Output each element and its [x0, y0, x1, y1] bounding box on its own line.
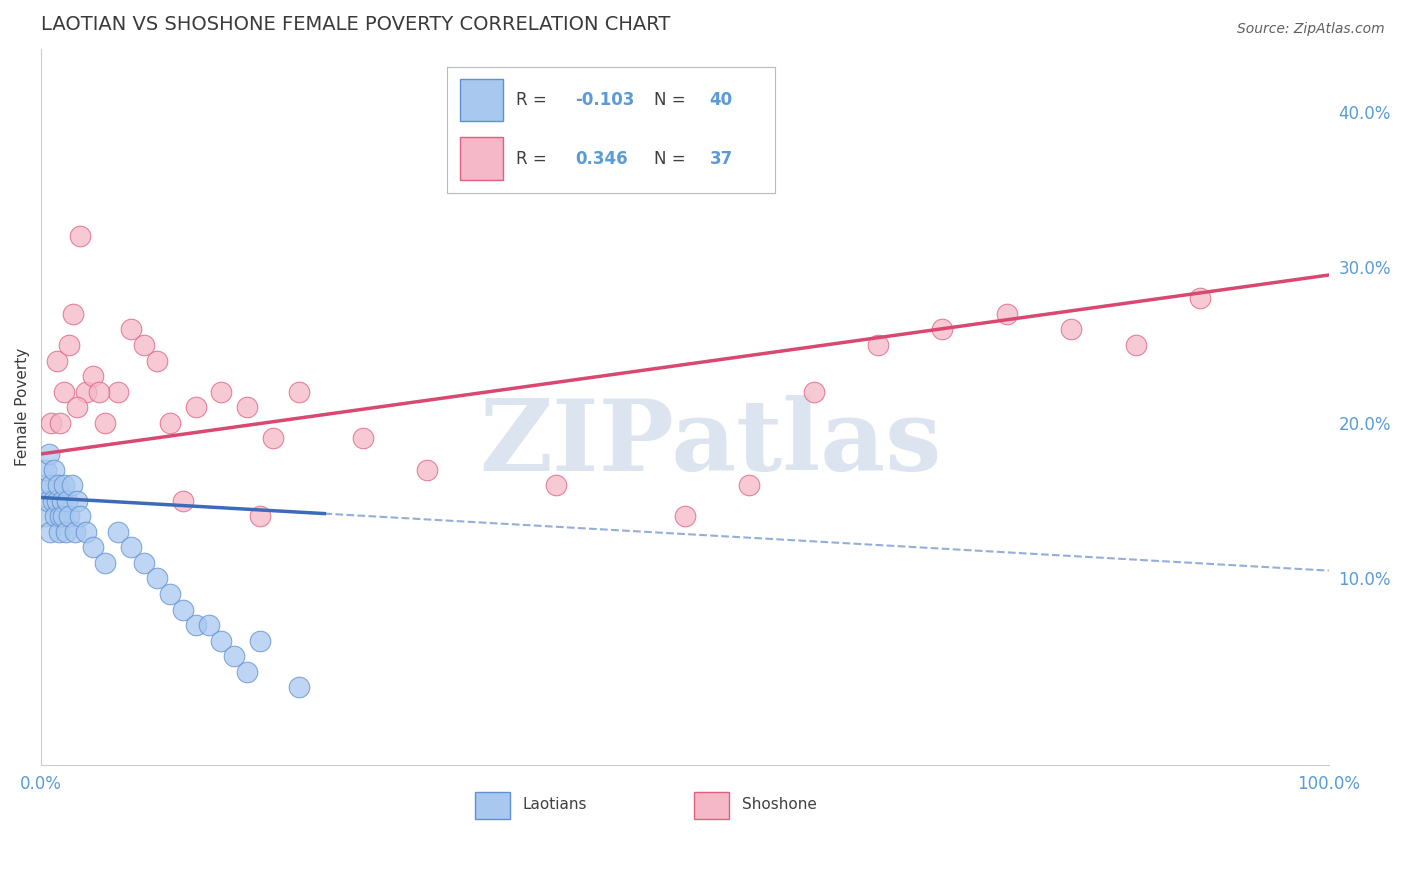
Point — [34, 509, 56, 524]
Point — [159, 416, 181, 430]
Point — [58, 338, 80, 352]
Point — [803, 384, 825, 399]
Point — [63, 524, 86, 539]
Point — [49, 416, 72, 430]
Point — [1125, 338, 1147, 352]
Point — [45, 353, 67, 368]
Point — [87, 384, 110, 399]
Point — [82, 541, 104, 555]
Point — [69, 509, 91, 524]
Point — [236, 665, 259, 679]
Point — [75, 524, 97, 539]
Point — [66, 493, 89, 508]
Point — [107, 384, 129, 399]
Point — [184, 618, 207, 632]
Point — [287, 681, 309, 695]
Point — [69, 229, 91, 244]
Point — [120, 322, 142, 336]
Point — [262, 431, 284, 445]
Point — [51, 493, 73, 508]
Point — [39, 524, 62, 539]
Point — [38, 447, 60, 461]
Point — [197, 618, 219, 632]
Point — [287, 384, 309, 399]
Point — [42, 462, 65, 476]
Point — [224, 649, 246, 664]
Point — [184, 401, 207, 415]
Point — [48, 524, 70, 539]
Point — [53, 478, 76, 492]
Point — [94, 556, 117, 570]
Point — [352, 431, 374, 445]
Point — [60, 478, 83, 492]
Point — [209, 633, 232, 648]
Point — [56, 493, 79, 508]
Point — [481, 136, 503, 150]
Point — [673, 509, 696, 524]
Point — [209, 384, 232, 399]
Text: ZIPatlas: ZIPatlas — [479, 394, 942, 491]
Point — [41, 493, 63, 508]
Point — [75, 384, 97, 399]
Point — [146, 353, 169, 368]
Point — [82, 369, 104, 384]
Point — [249, 509, 271, 524]
Point — [146, 571, 169, 585]
Point — [35, 462, 58, 476]
Text: Source: ZipAtlas.com: Source: ZipAtlas.com — [1237, 22, 1385, 37]
Point — [62, 307, 84, 321]
Point — [546, 478, 568, 492]
Point — [52, 509, 75, 524]
Point — [32, 478, 55, 492]
Point — [738, 478, 761, 492]
Point — [55, 524, 77, 539]
Point — [159, 587, 181, 601]
Point — [41, 478, 63, 492]
Point — [66, 401, 89, 415]
Point — [416, 462, 439, 476]
Point — [868, 338, 890, 352]
Point — [249, 633, 271, 648]
Point — [931, 322, 953, 336]
Point — [53, 384, 76, 399]
Point — [45, 493, 67, 508]
Point — [236, 401, 259, 415]
Point — [49, 509, 72, 524]
Text: LAOTIAN VS SHOSHONE FEMALE POVERTY CORRELATION CHART: LAOTIAN VS SHOSHONE FEMALE POVERTY CORRE… — [41, 15, 671, 34]
Point — [46, 478, 69, 492]
Point — [37, 493, 59, 508]
Point — [134, 556, 156, 570]
Point — [94, 416, 117, 430]
Point — [44, 509, 66, 524]
Point — [107, 524, 129, 539]
Point — [1188, 291, 1211, 305]
Point — [1060, 322, 1083, 336]
Point — [134, 338, 156, 352]
Point — [172, 602, 194, 616]
Point — [41, 416, 63, 430]
Point — [120, 541, 142, 555]
Y-axis label: Female Poverty: Female Poverty — [15, 348, 30, 467]
Point — [172, 493, 194, 508]
Point — [58, 509, 80, 524]
Point — [995, 307, 1018, 321]
